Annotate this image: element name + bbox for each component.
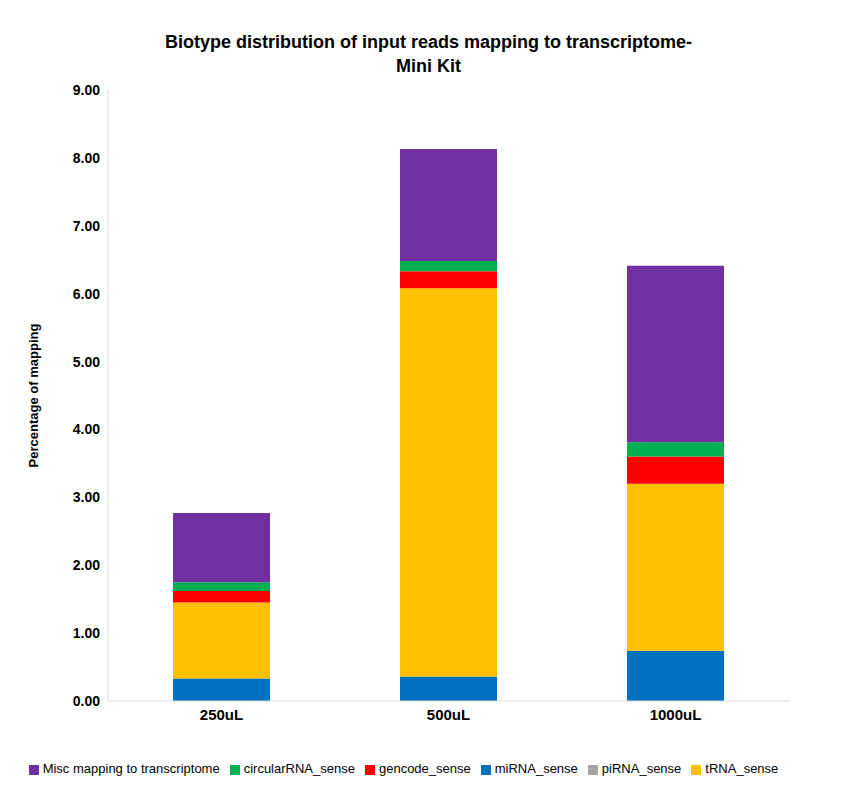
svg-text:5.00: 5.00 bbox=[73, 354, 100, 370]
svg-text:500uL: 500uL bbox=[427, 706, 470, 723]
html-text:gencode_sense: gencode_sense bbox=[378, 761, 471, 776]
html-text:Biotype distribution of input: Biotype distribution of input reads mapp… bbox=[165, 32, 692, 76]
html-text:miRNA_sense: miRNA_sense bbox=[494, 761, 578, 776]
html-text:Misc mapping to transcriptome: Misc mapping to transcriptome bbox=[42, 761, 220, 776]
svg-text:1000uL: 1000uL bbox=[650, 706, 702, 723]
html-text:tRNA_sense: tRNA_sense bbox=[705, 761, 779, 776]
svg-text:6.00: 6.00 bbox=[73, 286, 100, 302]
svg-text:2.00: 2.00 bbox=[73, 557, 100, 573]
svg-text:8.00: 8.00 bbox=[73, 150, 100, 166]
svg-text:0.00: 0.00 bbox=[73, 693, 100, 709]
html-text:circularRNA_sense: circularRNA_sense bbox=[243, 761, 355, 776]
svg-text:1.00: 1.00 bbox=[73, 625, 100, 641]
html-text:piRNA_sense: piRNA_sense bbox=[601, 761, 682, 776]
svg-text:250uL: 250uL bbox=[200, 706, 243, 723]
svg-text:9.00: 9.00 bbox=[73, 82, 100, 98]
svg-text:3.00: 3.00 bbox=[73, 489, 100, 505]
svg-text:4.00: 4.00 bbox=[73, 421, 100, 437]
svg-text:Percentage of mapping: Percentage of mapping bbox=[26, 324, 41, 468]
svg-text:7.00: 7.00 bbox=[73, 218, 100, 234]
